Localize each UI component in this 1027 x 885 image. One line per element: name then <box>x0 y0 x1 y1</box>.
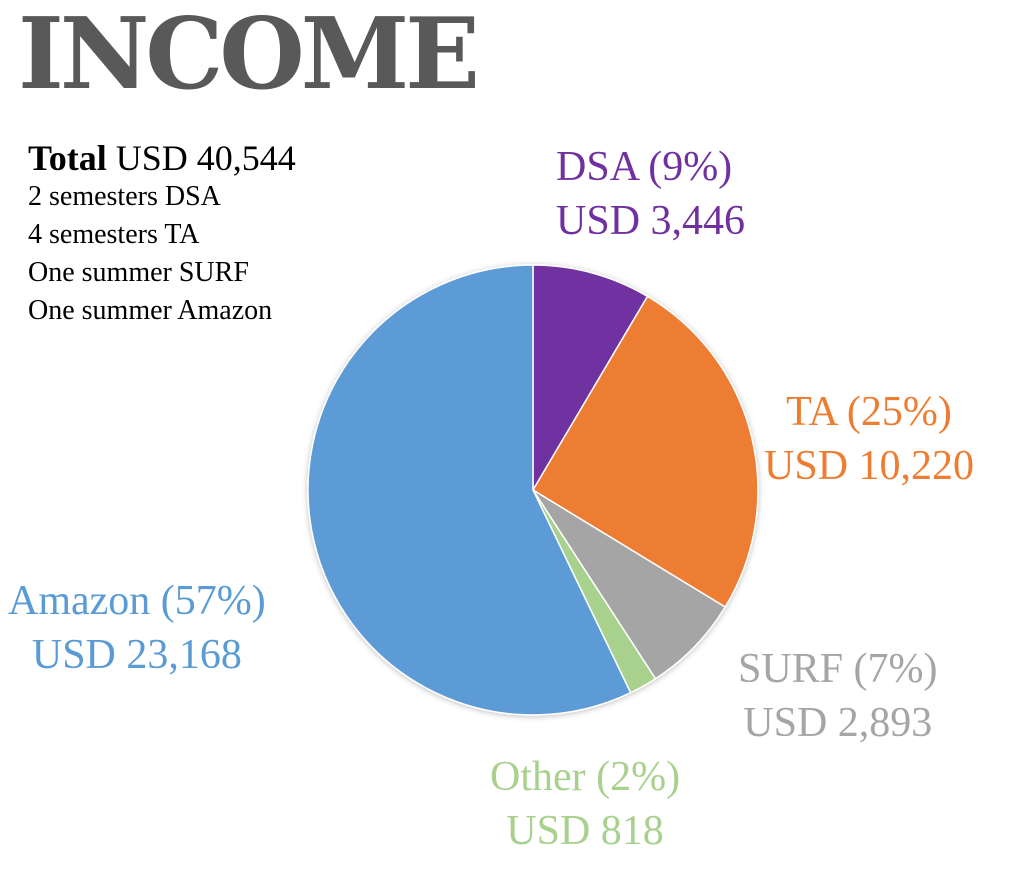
slice-label-amazon: Amazon (57%) USD 23,168 <box>8 574 266 682</box>
slice-label-value: USD 10,220 <box>764 443 975 489</box>
summary-note: One summer Amazon <box>28 295 273 326</box>
pie-slice-amazon <box>307 264 632 716</box>
slice-label-ta: TA (25%) USD 10,220 <box>764 385 974 493</box>
slice-label-title: SURF (7%) <box>738 646 938 692</box>
slice-label-title: TA (25%) <box>786 389 952 435</box>
slice-label-value: USD 3,446 <box>556 198 746 244</box>
slice-label-title: DSA (9%) <box>556 144 733 190</box>
slice-label-surf: SURF (7%) USD 2,893 <box>738 642 938 750</box>
slice-label-other: Other (2%) USD 818 <box>490 750 680 858</box>
summary-note: 4 semesters TA <box>28 219 200 250</box>
slice-label-dsa: DSA (9%) USD 3,446 <box>556 140 745 248</box>
total-label: Total <box>28 138 107 178</box>
pie-slice-dsa <box>532 264 649 493</box>
slice-label-title: Other (2%) <box>490 754 681 800</box>
total-value: USD 40,544 <box>115 138 296 178</box>
slice-label-value: USD 23,168 <box>31 632 242 678</box>
slice-label-value: USD 2,893 <box>743 700 933 746</box>
slice-label-title: Amazon (57%) <box>8 578 266 624</box>
slice-label-value: USD 818 <box>506 808 664 854</box>
pie-slices <box>307 264 759 716</box>
page-title: INCOME <box>18 0 480 112</box>
pie-slice-ta <box>531 295 759 609</box>
total-line: Total USD 40,544 <box>28 138 296 178</box>
income-summary: Total USD 40,544 2 semesters DSA 4 semes… <box>28 138 296 330</box>
pie-slice-surf <box>532 489 727 680</box>
summary-note: 2 semesters DSA <box>28 181 221 212</box>
summary-note: One summer SURF <box>28 257 249 288</box>
